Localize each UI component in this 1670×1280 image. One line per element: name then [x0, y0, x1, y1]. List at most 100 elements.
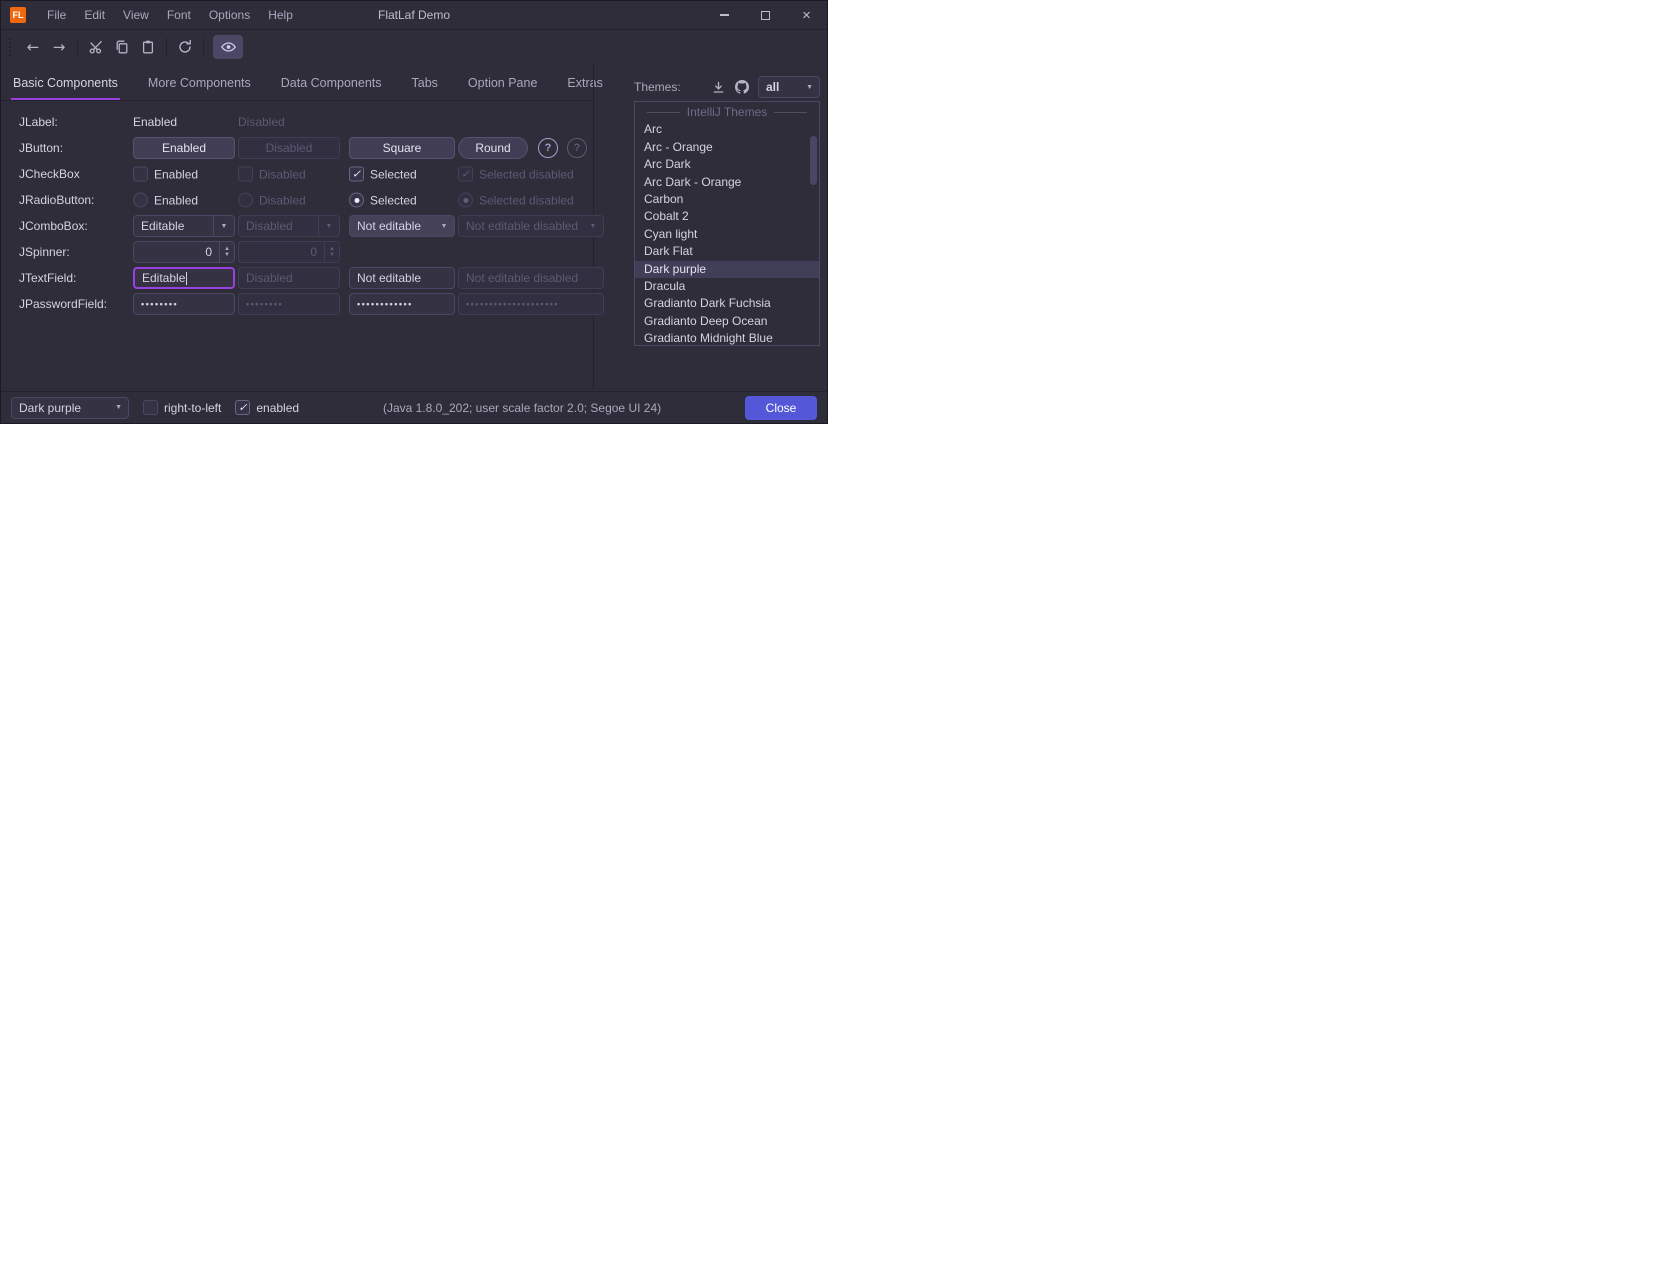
- password-dots: ••••••••••••: [357, 299, 413, 309]
- round-button[interactable]: Round: [458, 137, 528, 159]
- passwordfield-enabled[interactable]: ••••••••: [133, 293, 235, 315]
- checkbox-check-icon: ✓: [235, 400, 251, 415]
- close-button[interactable]: Close: [745, 395, 817, 420]
- right-to-left-checkbox[interactable]: right-to-left: [143, 400, 221, 415]
- checkbox-label: Disabled: [259, 167, 306, 181]
- combobox-value: Not editable disabled: [466, 219, 579, 233]
- tab[interactable]: Data Components: [280, 76, 382, 90]
- theme-list-item[interactable]: Dracula: [644, 278, 686, 293]
- checkbox-label: enabled: [256, 400, 300, 415]
- checkbox-enabled[interactable]: Enabled: [133, 166, 235, 182]
- textfield-editable[interactable]: Editable: [133, 267, 235, 289]
- github-link-button[interactable]: [730, 76, 754, 98]
- square-button[interactable]: Square: [349, 137, 455, 159]
- jradiobutton-row: JRadioButton: Enabled Disabled Selected …: [1, 187, 593, 213]
- menu-item[interactable]: View: [123, 8, 149, 22]
- textfield-value: Disabled: [246, 271, 293, 285]
- checkbox-label: Enabled: [154, 167, 199, 181]
- statusbar: Dark purple ▼ right-to-left ✓ enabled (Jav…: [1, 391, 827, 423]
- theme-list-item[interactable]: Gradianto Dark Fuchsia: [644, 296, 771, 311]
- theme-list-item[interactable]: Gradianto Midnight Blue: [644, 331, 773, 346]
- theme-list-item[interactable]: Dark Flat: [644, 244, 693, 259]
- copy-icon: [116, 40, 128, 53]
- app-window-dark-purple: FL File Edit View Font Options Help FlatLaf D…: [0, 0, 828, 424]
- combobox-value: Editable: [141, 219, 185, 233]
- back-button[interactable]: ←: [20, 35, 46, 59]
- jspinner-row: JSpinner: 0▲▼ 0▲▼: [1, 239, 593, 265]
- theme-list-item[interactable]: IntelliJ Themes: [635, 104, 819, 121]
- refresh-button[interactable]: [172, 35, 198, 59]
- maximize-button[interactable]: [745, 1, 786, 29]
- textfield-not-editable[interactable]: Not editable: [349, 267, 455, 289]
- spinner-arrows-icon[interactable]: ▲▼: [219, 242, 234, 262]
- checkbox-check-icon: ✓: [458, 166, 473, 182]
- theme-list-item[interactable]: Cobalt 2: [644, 209, 689, 224]
- tab[interactable]: Option Pane: [467, 76, 538, 90]
- combobox-not-editable[interactable]: Not editable ▼: [349, 215, 455, 237]
- jtextfield-row: JTextField: Editable Disabled Not editab…: [1, 265, 604, 291]
- theme-list-scrollbar: [809, 102, 818, 345]
- jpasswordfield-row: JPasswordField: •••••••• •••••••• ••••••…: [1, 291, 604, 317]
- spinner-arrows-icon: ▲▼: [324, 242, 339, 262]
- close-window-button[interactable]: ×: [802, 6, 811, 24]
- theme-filter-dropdown[interactable]: all ▼: [758, 76, 820, 98]
- tab[interactable]: Tabs: [411, 76, 438, 90]
- menu-item[interactable]: Font: [166, 8, 191, 22]
- radio-enabled[interactable]: Enabled: [133, 192, 235, 208]
- checkbox-selected[interactable]: ✓ Selected: [349, 166, 455, 182]
- combobox-editable[interactable]: Editable ▼: [133, 215, 235, 237]
- paste-button[interactable]: [135, 35, 161, 59]
- toolbar-separator: [166, 37, 167, 56]
- password-dots: ••••••••: [141, 299, 179, 309]
- passwordfield-not-editable[interactable]: ••••••••••••: [349, 293, 455, 315]
- github-icon: [735, 79, 750, 94]
- spinner-enabled[interactable]: 0 ▲▼: [133, 241, 235, 263]
- tab[interactable]: Basic Components: [11, 67, 120, 101]
- toolbar-grip-handle[interactable]: [9, 37, 14, 56]
- theme-list-item[interactable]: Gradianto Deep Ocean: [644, 313, 768, 328]
- copy-button[interactable]: [109, 35, 135, 59]
- menu-item[interactable]: File: [47, 8, 67, 22]
- jcombobox-row: JComboBox: Editable ▼ Disabled ▼ Not edita…: [1, 213, 604, 239]
- menu-item[interactable]: Edit: [84, 8, 106, 22]
- checkbox-label: Selected: [370, 167, 417, 181]
- theme-list-item[interactable]: Cyan light: [644, 226, 698, 241]
- radio-selected[interactable]: Selected: [349, 192, 455, 208]
- download-theme-button[interactable]: [706, 76, 730, 98]
- jlabel-enabled: Enabled: [133, 115, 178, 129]
- show-hidden-toggle-button[interactable]: [213, 34, 243, 59]
- tab-bar: Basic Components More Components Data Comp…: [11, 67, 605, 101]
- enabled-button[interactable]: Enabled: [133, 137, 235, 159]
- passwordfield-disabled: ••••••••: [238, 293, 340, 315]
- window-title: FlatLaf Demo: [377, 8, 451, 22]
- textfield-value: Editable: [142, 271, 186, 285]
- enabled-checkbox[interactable]: ✓ enabled: [235, 400, 299, 415]
- theme-list-item[interactable]: Arc Dark: [644, 157, 691, 172]
- scrollbar-thumb[interactable]: [810, 136, 817, 185]
- forward-button[interactable]: →: [46, 35, 72, 59]
- minimize-button[interactable]: [704, 1, 745, 29]
- cut-button[interactable]: [83, 35, 109, 59]
- theme-list-item[interactable]: Carbon: [644, 191, 684, 206]
- menu-item[interactable]: Options: [208, 8, 251, 22]
- tab-divider: [1, 100, 593, 101]
- maximize-icon: [761, 10, 770, 20]
- theme-list-item[interactable]: Arc - Orange: [644, 139, 713, 154]
- theme-selector-dropdown[interactable]: Dark purple ▼: [11, 396, 129, 419]
- radio-label: Selected: [370, 193, 417, 207]
- tab[interactable]: More Components: [147, 76, 251, 90]
- themes-header: Themes: all ▼: [634, 75, 820, 99]
- row-label: JLabel:: [19, 115, 58, 129]
- chevron-down-icon: ▼: [589, 222, 597, 230]
- spinner-disabled: 0 ▲▼: [238, 241, 340, 263]
- theme-list-item[interactable]: Arc Dark - Orange: [644, 174, 742, 189]
- tab[interactable]: Extras: [567, 76, 603, 90]
- spinner-up-icon: ▲: [329, 246, 335, 252]
- checkbox-selected-disabled: ✓ Selected disabled: [458, 166, 604, 182]
- help-button[interactable]: ?: [538, 138, 558, 158]
- theme-list-item[interactable]: Arc: [644, 122, 662, 137]
- password-dots: ••••••••: [246, 299, 284, 309]
- menu-item[interactable]: Help: [268, 8, 293, 22]
- theme-list-item[interactable]: Dark purple: [635, 260, 819, 278]
